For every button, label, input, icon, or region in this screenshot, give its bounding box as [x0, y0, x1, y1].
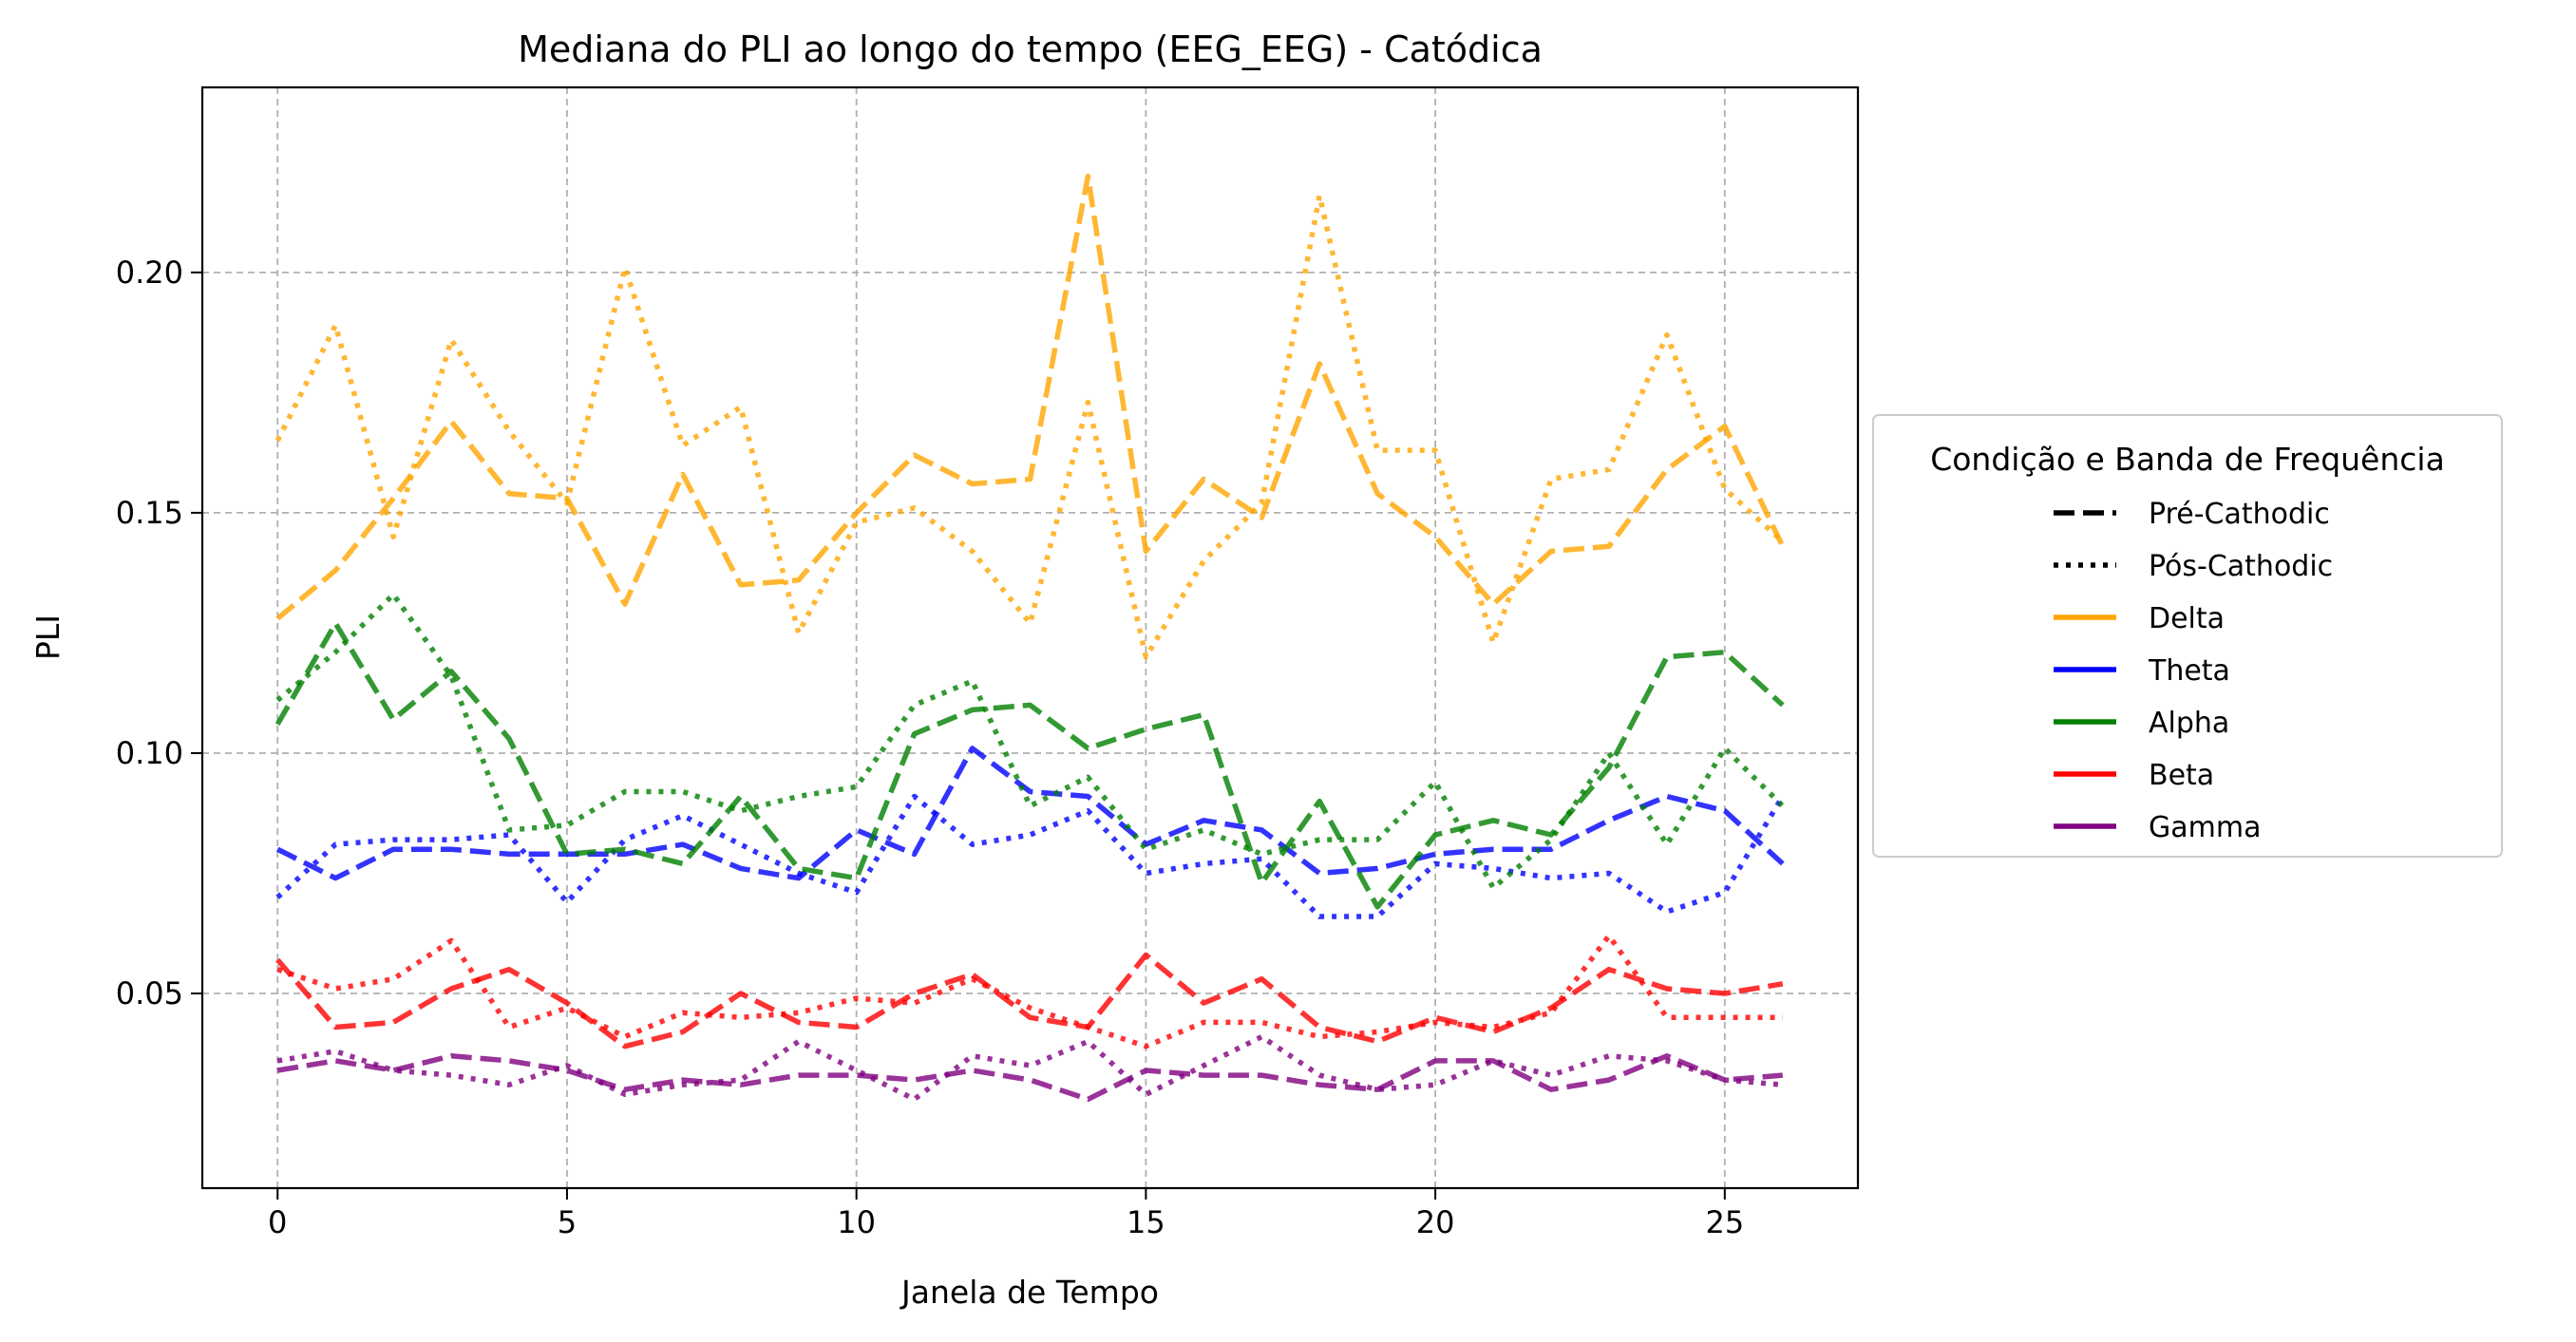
x-tick-label: 20 — [1416, 1204, 1455, 1240]
series-lines — [275, 173, 1786, 1103]
y-tick-label: 0.15 — [116, 495, 183, 531]
legend-title: Condição e Banda de Frequência — [1930, 441, 2445, 478]
plot-frame — [200, 85, 1860, 1190]
x-tick-label: 10 — [837, 1204, 876, 1240]
y-axis-ticks: 0.05 0.10 0.15 0.20 — [116, 255, 202, 1011]
y-tick-label: 0.10 — [116, 735, 183, 771]
legend-label: Delta — [2149, 602, 2225, 635]
x-tick-label: 5 — [558, 1204, 577, 1240]
y-axis-label: PLI — [29, 614, 66, 660]
x-tick-label: 25 — [1705, 1204, 1744, 1240]
series-line-delta-pos — [275, 193, 1785, 660]
series-line-gamma-pre — [276, 1053, 1784, 1103]
legend-label: Alpha — [2149, 707, 2229, 740]
series-line-theta-pre — [275, 746, 1785, 881]
legend-label: Pré-Cathodic — [2149, 498, 2330, 531]
legend: Condição e Banda de Frequência Pré-Catho… — [1872, 414, 2503, 858]
legend-label: Gamma — [2149, 811, 2261, 844]
series-line-alpha-pre — [275, 620, 1785, 910]
series-line-beta-pos — [276, 933, 1783, 1049]
legend-label: Beta — [2149, 759, 2214, 792]
x-tick-label: 15 — [1127, 1204, 1165, 1240]
x-axis-label: Janela de Tempo — [900, 1274, 1159, 1311]
series-line-delta-pre — [275, 173, 1786, 621]
legend-label: Theta — [2148, 654, 2230, 688]
legend-label: Pós-Cathodic — [2149, 550, 2333, 583]
x-axis-ticks: 0 5 10 15 20 25 — [268, 1188, 1744, 1240]
chart-title: Mediana do PLI ao longo do tempo (EEG_EE… — [518, 28, 1543, 70]
x-tick-label: 0 — [268, 1204, 287, 1240]
y-tick-label: 0.20 — [116, 255, 183, 291]
y-tick-label: 0.05 — [116, 975, 183, 1011]
grid-lines — [202, 87, 1858, 1188]
legend-box — [1872, 414, 2503, 858]
